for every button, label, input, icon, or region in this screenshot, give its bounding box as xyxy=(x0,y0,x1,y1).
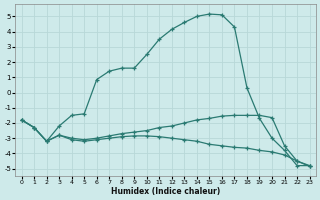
X-axis label: Humidex (Indice chaleur): Humidex (Indice chaleur) xyxy=(111,187,220,196)
